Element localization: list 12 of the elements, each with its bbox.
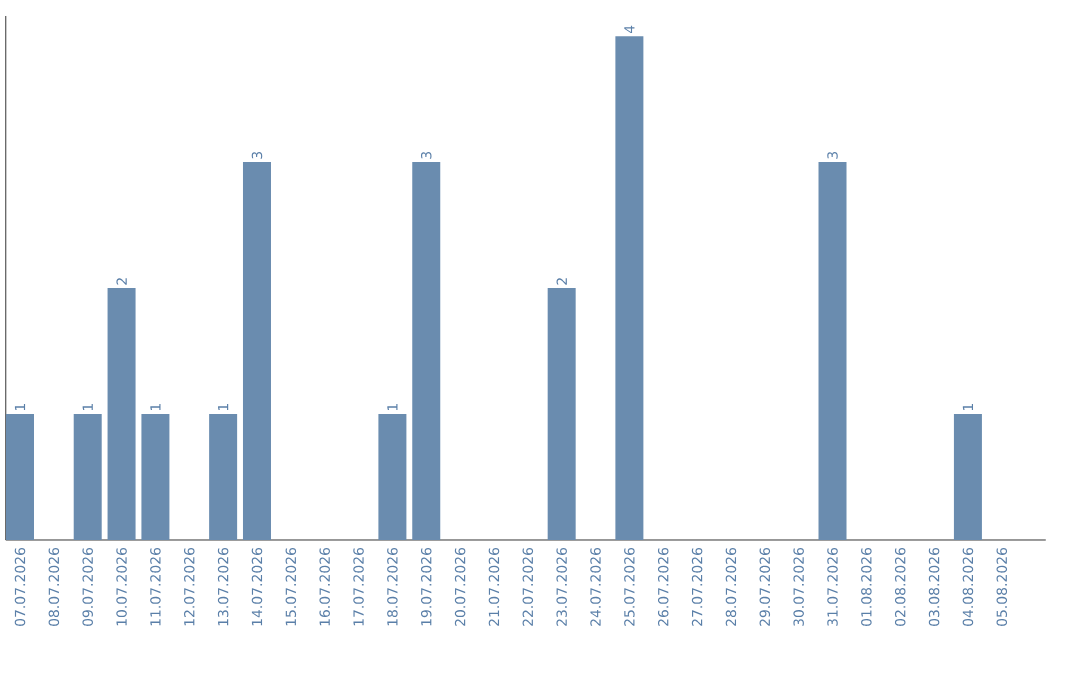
bar — [412, 162, 441, 540]
bar — [615, 36, 644, 540]
bar — [547, 288, 576, 540]
bar — [953, 414, 982, 540]
bar — [141, 414, 170, 540]
bar — [209, 414, 238, 540]
bar — [378, 414, 407, 540]
bar — [73, 414, 102, 540]
bar — [107, 288, 136, 540]
bar — [818, 162, 847, 540]
bar — [6, 414, 34, 540]
bar — [242, 162, 271, 540]
